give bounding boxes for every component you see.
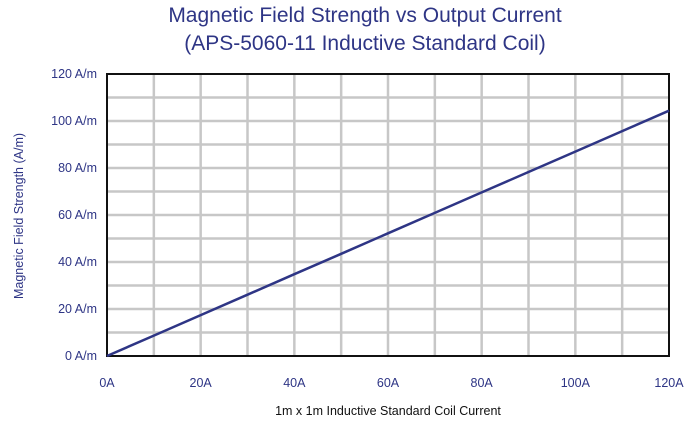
y-axis-title: Magnetic Field Strength (A/m) [12,133,26,299]
chart-title: Magnetic Field Strength vs Output Curren… [168,4,562,27]
x-axis-title: 1m x 1m Inductive Standard Coil Current [275,404,501,418]
y-tick-labels: 0 A/m 20 A/m 40 A/m 60 A/m 80 A/m 100 A/m 120 … [51,67,97,363]
y-tick-label: 0 A/m [65,349,97,363]
x-tick-label: 80A [471,376,494,390]
grid-lines [107,74,669,356]
y-tick-label: 60 A/m [58,208,97,222]
x-tick-label: 0A [99,376,115,390]
x-tick-label: 60A [377,376,400,390]
x-tick-label: 40A [283,376,306,390]
x-tick-label: 20A [190,376,213,390]
y-tick-label: 120 A/m [51,67,97,81]
series-line [106,109,670,358]
y-tick-label: 80 A/m [58,161,97,175]
y-tick-label: 40 A/m [58,255,97,269]
x-tick-label: 120A [654,376,684,390]
chart-subtitle: (APS-5060-11 Inductive Standard Coil) [184,32,546,55]
x-tick-label: 100A [561,376,591,390]
series-group [106,109,670,358]
plot-frame [106,73,670,357]
y-tick-label: 100 A/m [51,114,97,128]
y-tick-label: 20 A/m [58,302,97,316]
x-tick-labels: 0A 20A 40A 60A 80A 100A 120A [99,376,684,390]
